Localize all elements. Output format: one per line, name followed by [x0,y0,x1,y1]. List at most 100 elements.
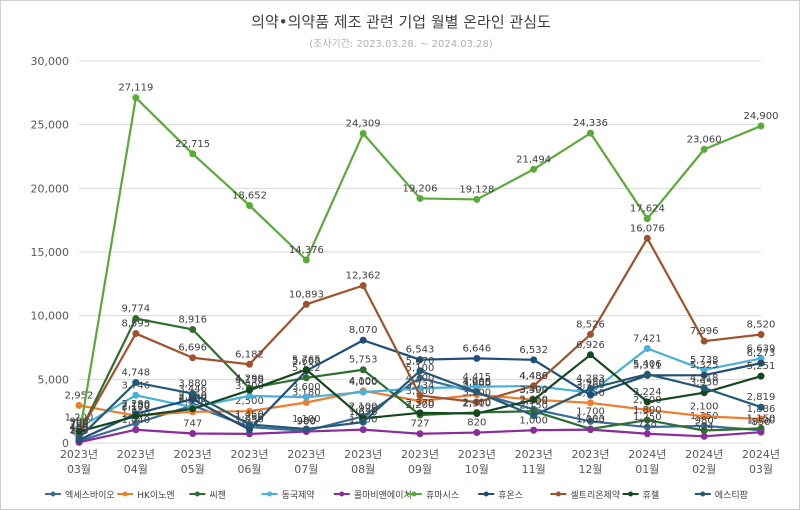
data-point [530,426,538,434]
data-label: 12,362 [346,271,381,282]
data-point [473,429,481,437]
data-point [132,426,140,434]
x-tick-label: 2023년 [60,448,98,461]
data-point [189,325,197,333]
legend-label: HK이노엔 [137,490,175,501]
data-label: 524 [695,421,714,432]
data-label: 8,916 [178,314,207,325]
x-tick-label: 02월 [692,463,716,476]
data-label: 2,100 [690,401,719,412]
legend-marker [411,491,417,497]
data-label: 1,150 [747,413,776,424]
data-label: 2,310 [463,399,492,410]
y-tick-label: 10,000 [31,310,70,323]
data-point [473,354,481,362]
y-tick-label: 0 [62,437,69,450]
data-point [359,388,367,396]
x-tick-label: 2024년 [742,448,780,461]
data-label: 1,050 [576,415,605,426]
legend-label: 씨젠 [209,490,226,501]
data-label: 5,765 [292,355,321,366]
data-point [530,396,538,404]
data-label: 5,325 [690,360,719,371]
data-label: 14,376 [289,245,324,256]
data-label: 22,715 [175,139,210,150]
data-point [302,393,310,401]
x-tick-label: 09월 [408,463,432,476]
data-label: 19,206 [403,183,438,194]
data-point [132,412,140,420]
y-tick-label: 5,000 [38,373,70,386]
data-point [757,372,765,380]
x-tick-label: 03월 [67,463,91,476]
data-point [643,423,651,431]
x-tick-label: 2023년 [287,448,325,461]
data-point [530,382,538,390]
data-point [75,434,83,442]
data-point [359,418,367,426]
data-label: 5,406 [633,359,662,370]
data-label: 3,446 [178,384,207,395]
data-label: 6,639 [747,343,776,354]
data-label: 980 [695,416,714,427]
data-point [587,129,594,137]
data-label: 3,734 [406,380,435,391]
data-label: 1,103 [576,414,605,425]
data-label: 1,040 [122,415,151,426]
data-point [757,359,765,367]
data-label: 2,200 [406,400,435,411]
y-tick-label: 15,000 [31,246,70,259]
data-label: 4,000 [349,377,378,388]
data-point [246,392,253,400]
data-label: 4,480 [519,371,548,382]
data-label: 4,150 [235,375,264,386]
data-point [587,426,594,434]
chart-title: 의약•의약품 제조 관련 기업 월별 온라인 관심도 [251,13,551,31]
data-point [757,403,765,411]
x-tick-label: 2023년 [230,448,268,461]
data-point [587,417,594,425]
data-label: 5,668 [292,356,321,367]
data-point [416,194,424,202]
data-label: 24,309 [346,118,381,129]
y-tick-label: 20,000 [31,182,70,195]
legend-marker [339,491,345,497]
data-point [757,415,765,423]
data-point [302,300,310,308]
data-label: 7,421 [633,334,662,345]
data-label: 2,680 [178,394,207,405]
data-label: 6,646 [463,343,492,354]
data-label: 5,753 [349,355,378,366]
legend-marker [700,491,706,497]
data-point [189,354,197,362]
data-label: 950 [297,416,316,427]
data-point [643,398,651,406]
data-label: 4,415 [463,372,492,383]
data-point [643,370,651,378]
data-point [246,360,253,368]
data-label: 6,926 [576,340,605,351]
data-label: 4,486 [519,371,548,382]
data-point [359,426,367,434]
data-label: 4,299 [235,373,264,384]
data-label: 6,182 [235,349,264,360]
legend-marker [483,491,489,497]
data-label: 1,250 [235,412,264,423]
data-label: 23,060 [687,134,722,145]
data-label: 8,595 [122,319,151,330]
data-label: 21,494 [516,154,551,165]
data-label: 2,100 [349,401,378,412]
data-point [473,398,481,406]
data-label: 2,100 [122,401,151,412]
data-label: 1,100 [292,414,321,425]
data-point [189,405,197,413]
data-point [302,256,310,264]
legend-label: 휴마시스 [426,490,459,501]
x-tick-label: 10월 [465,463,489,476]
data-point [757,122,765,130]
x-tick-label: 2024년 [685,448,723,461]
data-point [473,410,481,418]
data-label: 850 [751,417,770,428]
data-point [530,412,538,420]
